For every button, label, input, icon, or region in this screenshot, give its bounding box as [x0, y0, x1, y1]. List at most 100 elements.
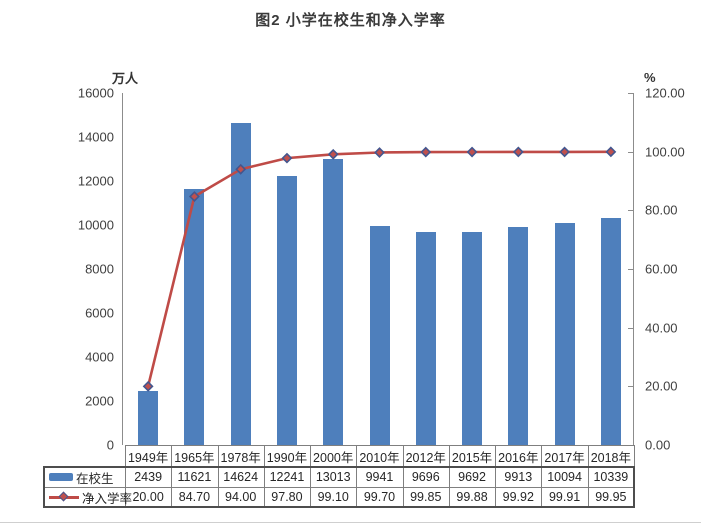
table-grid-line [125, 445, 634, 446]
value-cell: 99.95 [595, 490, 627, 504]
left-axis-tick: 2000 [85, 393, 114, 409]
value-cell: 9692 [458, 470, 486, 484]
year-cell: 2010年 [359, 450, 400, 465]
value-cell: 10339 [593, 470, 629, 484]
enrollment-bar [323, 158, 344, 445]
enrollment-bar [508, 226, 529, 445]
enrollment-bar [600, 217, 621, 445]
right-axis-tick: 80.00 [645, 202, 678, 218]
line-marker [420, 146, 432, 158]
enrollment-bar [184, 189, 205, 445]
year-cell: 2012年 [405, 450, 446, 465]
table-grid-line [263, 445, 265, 507]
right-axis-tick: 20.00 [645, 378, 678, 394]
value-cell: 9696 [411, 470, 440, 484]
value-cell: 9913 [504, 470, 533, 484]
right-axis-tick-mark [628, 210, 633, 212]
value-cell: 99.92 [502, 490, 534, 504]
right-axis-tick-mark [628, 269, 633, 270]
right-axis-tick-mark [628, 327, 633, 329]
value-cell: 99.88 [456, 490, 488, 504]
right-axis-tick-mark [628, 386, 633, 388]
enrollment-bar [276, 175, 297, 445]
legend-enrollment-label: 在校生 [76, 471, 114, 486]
table-grid-line [448, 445, 450, 507]
year-cell: 1990年 [266, 450, 308, 465]
right-axis-tick-mark [628, 93, 633, 94]
table-grid-line [541, 445, 543, 507]
line-marker [235, 163, 247, 175]
value-cell: 99.85 [410, 490, 442, 504]
year-cell: 1978年 [220, 450, 261, 465]
bar-legend-icon [49, 473, 73, 481]
value-cell: 13013 [315, 470, 351, 484]
enrollment-bar [369, 226, 390, 445]
value-cell: 9941 [365, 470, 394, 484]
line-marker [281, 152, 293, 164]
table-grid-line [402, 445, 404, 507]
value-cell: 20.00 [132, 490, 164, 504]
right-axis-tick: 60.00 [645, 261, 678, 277]
left-axis-tick: 0 [106, 437, 114, 453]
left-axis-unit: 万人 [112, 71, 139, 86]
right-axis-tick-mark [628, 151, 633, 153]
year-cell: 2016年 [498, 450, 539, 465]
table-grid-line [495, 445, 497, 507]
value-cell: 2439 [134, 470, 163, 484]
left-axis-tick: 14000 [77, 129, 114, 145]
table-grid-line [171, 445, 173, 507]
right-axis-line [633, 93, 634, 445]
right-axis-tick: 100.00 [645, 144, 685, 160]
line-marker [142, 380, 154, 392]
line-marker [327, 148, 339, 160]
enrollment-bar [415, 231, 436, 445]
value-cell: 97.80 [271, 490, 303, 504]
year-cell: 2015年 [451, 450, 493, 465]
line-marker [559, 146, 571, 158]
enrollment-bar [138, 391, 159, 445]
line-marker [188, 191, 200, 202]
year-cell: 2000年 [313, 450, 354, 465]
line-marker [374, 147, 385, 158]
value-cell: 10094 [547, 470, 582, 484]
year-cell: 1965年 [174, 450, 215, 465]
chart-title: 图2 小学在校生和净入学率 [255, 12, 446, 29]
table-grid-line [125, 445, 126, 507]
value-cell: 94.00 [225, 490, 257, 504]
value-cell: 99.70 [363, 490, 396, 504]
line-marker [466, 146, 478, 158]
legend-rate: 净入学率 [44, 487, 132, 507]
value-cell: 11621 [177, 470, 212, 484]
value-cell: 14624 [223, 470, 259, 484]
left-axis-tick: 10000 [77, 217, 114, 233]
year-cell: 2017年 [544, 450, 585, 465]
left-axis-tick: 12000 [77, 173, 114, 189]
line-legend-icon [49, 491, 79, 502]
value-cell: 99.91 [548, 490, 581, 504]
legend-rate-label: 净入学率 [82, 491, 133, 506]
table-grid-line [44, 487, 634, 488]
left-axis-tick: 6000 [85, 305, 114, 321]
data-table-outline [43, 466, 635, 508]
right-axis-unit: % [644, 70, 656, 85]
table-grid-line [587, 445, 589, 507]
left-axis-tick: 4000 [85, 349, 114, 365]
table-grid-line [310, 445, 312, 507]
table-grid-line [217, 445, 219, 507]
line-marker [512, 146, 524, 158]
left-axis-tick: 8000 [85, 261, 114, 277]
line-marker [605, 146, 617, 158]
enrollment-bar [462, 231, 483, 445]
value-cell: 99.10 [317, 490, 349, 504]
right-axis-tick: 0.00 [645, 437, 671, 453]
value-cell: 12241 [269, 470, 305, 484]
left-axis-line [122, 93, 123, 445]
year-cell: 2018年 [590, 450, 631, 465]
value-cell: 84.70 [178, 490, 211, 504]
enrollment-bar [230, 123, 251, 445]
right-axis-tick: 120.00 [645, 85, 685, 101]
year-cell: 1949年 [127, 450, 169, 465]
right-axis-tick: 40.00 [645, 320, 678, 336]
